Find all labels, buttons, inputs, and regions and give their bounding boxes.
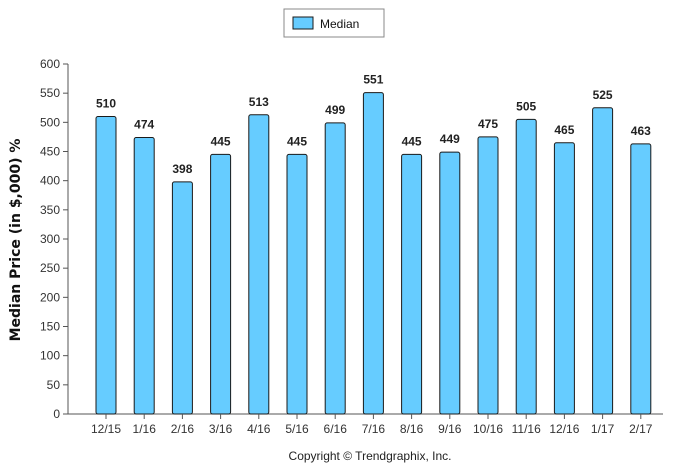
y-tick-label: 250 [40, 261, 60, 275]
bar-4-16 [248, 114, 270, 415]
data-label: 449 [440, 132, 460, 146]
data-label: 510 [96, 97, 116, 111]
y-axis-title: Median Price (in $,000) % [8, 139, 24, 342]
data-label: 445 [402, 134, 422, 148]
data-label: 499 [325, 103, 345, 117]
x-tick-label: 1/16 [133, 422, 157, 436]
y-tick-label: 300 [40, 232, 60, 246]
data-label: 505 [516, 99, 536, 113]
x-tick-label: 6/16 [324, 422, 348, 436]
y-tick-label: 600 [40, 57, 60, 71]
x-tick-label: 9/16 [438, 422, 462, 436]
y-tick-label: 450 [40, 145, 60, 159]
data-label: 463 [631, 124, 651, 138]
x-tick-label: 3/16 [209, 422, 233, 436]
bar-12-15 [95, 116, 117, 415]
x-tick-label: 7/16 [362, 422, 386, 436]
x-tick-label: 2/17 [629, 422, 653, 436]
y-tick-label: 400 [40, 174, 60, 188]
y-tick-label: 350 [40, 203, 60, 217]
x-tick-label: 12/16 [549, 422, 579, 436]
y-tick-label: 500 [40, 115, 60, 129]
bar-11-16 [515, 118, 537, 415]
bar-7-16 [362, 92, 384, 415]
data-label: 551 [363, 73, 383, 87]
x-ticks: 12/15 1/16 2/16 3/16 4/16 5/16 6/16 7/16 8/16 9/1… [91, 414, 653, 436]
x-tick-label: 12/15 [91, 422, 121, 436]
bar-1-16 [133, 137, 155, 415]
y-ticks: 0 50 100 150 200 250 300 350 400 450 500 550 600 [40, 57, 68, 421]
x-tick-label: 1/17 [591, 422, 615, 436]
bar-12-16 [553, 142, 575, 415]
bar-2-17 [630, 143, 652, 415]
legend-swatch [292, 16, 314, 30]
legend: Median [283, 8, 385, 38]
data-label: 525 [593, 88, 613, 102]
bars: 510 474 398 445 513 445 499 551 445 449 475 505 465 5… [95, 73, 652, 415]
x-tick-label: 4/16 [247, 422, 271, 436]
y-tick-label: 550 [40, 86, 60, 100]
bar-10-16 [477, 136, 499, 415]
x-tick-label: 10/16 [473, 422, 503, 436]
data-label: 445 [211, 134, 231, 148]
y-tick-label: 100 [40, 349, 60, 363]
bar-9-16 [439, 151, 461, 415]
data-label: 475 [478, 117, 498, 131]
legend-label: Median [320, 17, 359, 31]
data-label: 465 [554, 123, 574, 137]
x-tick-label: 2/16 [171, 422, 195, 436]
bar-6-16 [324, 122, 346, 415]
data-label: 513 [249, 95, 269, 109]
y-tick-label: 200 [40, 290, 60, 304]
bar-5-16 [286, 153, 308, 415]
y-tick-label: 0 [53, 407, 60, 421]
copyright-text: Copyright © Trendgraphix, Inc. [289, 449, 452, 463]
x-tick-label: 11/16 [512, 422, 541, 436]
x-tick-label: 8/16 [400, 422, 424, 436]
y-tick-label: 50 [47, 378, 61, 392]
bar-1-17 [592, 107, 614, 415]
bar-2-16 [171, 181, 193, 415]
bar-8-16 [401, 153, 423, 415]
y-tick-label: 150 [40, 320, 60, 334]
bar-3-16 [210, 153, 232, 415]
data-label: 398 [172, 162, 192, 176]
data-label: 474 [134, 118, 154, 132]
x-tick-label: 5/16 [285, 422, 309, 436]
data-label: 445 [287, 134, 307, 148]
